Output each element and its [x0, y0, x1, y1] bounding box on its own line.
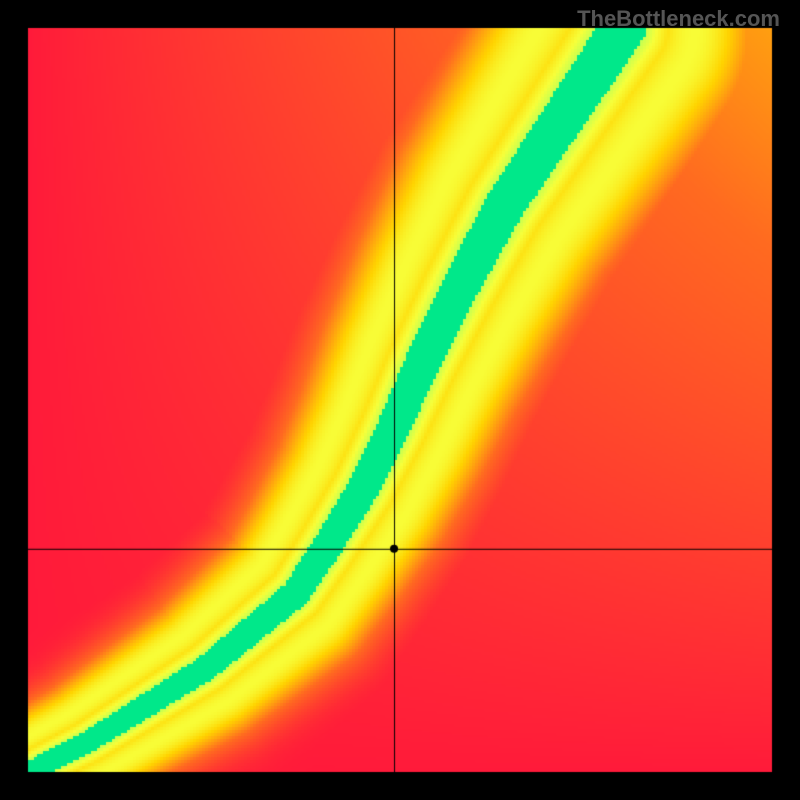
watermark-text: TheBottleneck.com: [577, 6, 780, 32]
chart-container: TheBottleneck.com: [0, 0, 800, 800]
heatmap-canvas: [0, 0, 800, 800]
